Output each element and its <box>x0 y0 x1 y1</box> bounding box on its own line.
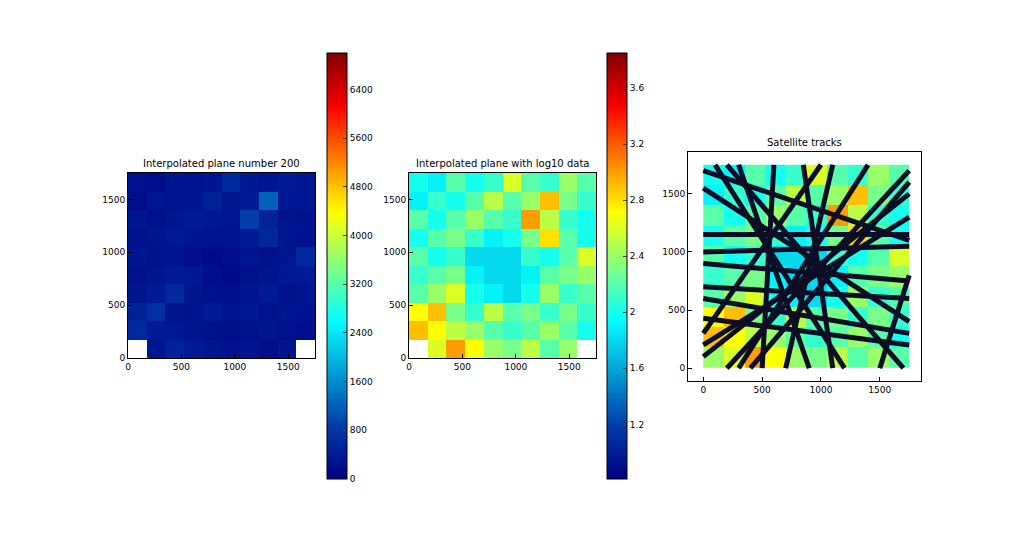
svg-text:0: 0 <box>400 353 406 363</box>
svg-text:0: 0 <box>125 362 131 372</box>
svg-text:500: 500 <box>668 305 685 315</box>
svg-text:0: 0 <box>679 363 685 373</box>
svg-text:Satellite tracks: Satellite tracks <box>767 137 842 148</box>
svg-text:1000: 1000 <box>810 385 833 395</box>
svg-text:0: 0 <box>700 385 706 395</box>
svg-text:1600: 1600 <box>350 377 373 387</box>
svg-text:1.2: 1.2 <box>630 420 644 430</box>
svg-text:Interpolated plane with log10: Interpolated plane with log10 data <box>416 158 589 169</box>
svg-text:0: 0 <box>350 474 356 484</box>
svg-text:1500: 1500 <box>662 189 685 199</box>
svg-text:1000: 1000 <box>223 362 246 372</box>
svg-text:Interpolated plane number 200: Interpolated plane number 200 <box>143 158 300 169</box>
svg-text:2.8: 2.8 <box>630 195 645 205</box>
svg-text:1500: 1500 <box>868 385 891 395</box>
svg-text:800: 800 <box>350 425 367 435</box>
svg-text:500: 500 <box>754 385 771 395</box>
svg-text:2.4: 2.4 <box>630 251 645 261</box>
svg-text:1500: 1500 <box>558 362 581 372</box>
svg-text:500: 500 <box>108 300 125 310</box>
svg-text:1000: 1000 <box>662 247 685 257</box>
svg-text:3.6: 3.6 <box>630 83 645 93</box>
svg-text:1500: 1500 <box>277 362 300 372</box>
svg-text:500: 500 <box>454 362 471 372</box>
svg-text:5600: 5600 <box>350 133 373 143</box>
svg-text:500: 500 <box>389 300 406 310</box>
svg-text:1000: 1000 <box>504 362 527 372</box>
svg-text:3.2: 3.2 <box>630 139 644 149</box>
svg-text:1.6: 1.6 <box>630 363 645 373</box>
svg-text:4000: 4000 <box>350 231 373 241</box>
svg-text:1000: 1000 <box>383 247 406 257</box>
svg-text:6400: 6400 <box>350 85 373 95</box>
svg-text:2400: 2400 <box>350 328 373 338</box>
svg-text:0: 0 <box>119 353 125 363</box>
svg-text:500: 500 <box>173 362 190 372</box>
svg-text:1500: 1500 <box>383 195 406 205</box>
svg-text:1500: 1500 <box>102 195 125 205</box>
svg-text:2: 2 <box>630 307 636 317</box>
svg-text:0: 0 <box>406 362 412 372</box>
svg-text:3200: 3200 <box>350 279 373 289</box>
svg-text:1000: 1000 <box>102 247 125 257</box>
svg-text:4800: 4800 <box>350 182 373 192</box>
